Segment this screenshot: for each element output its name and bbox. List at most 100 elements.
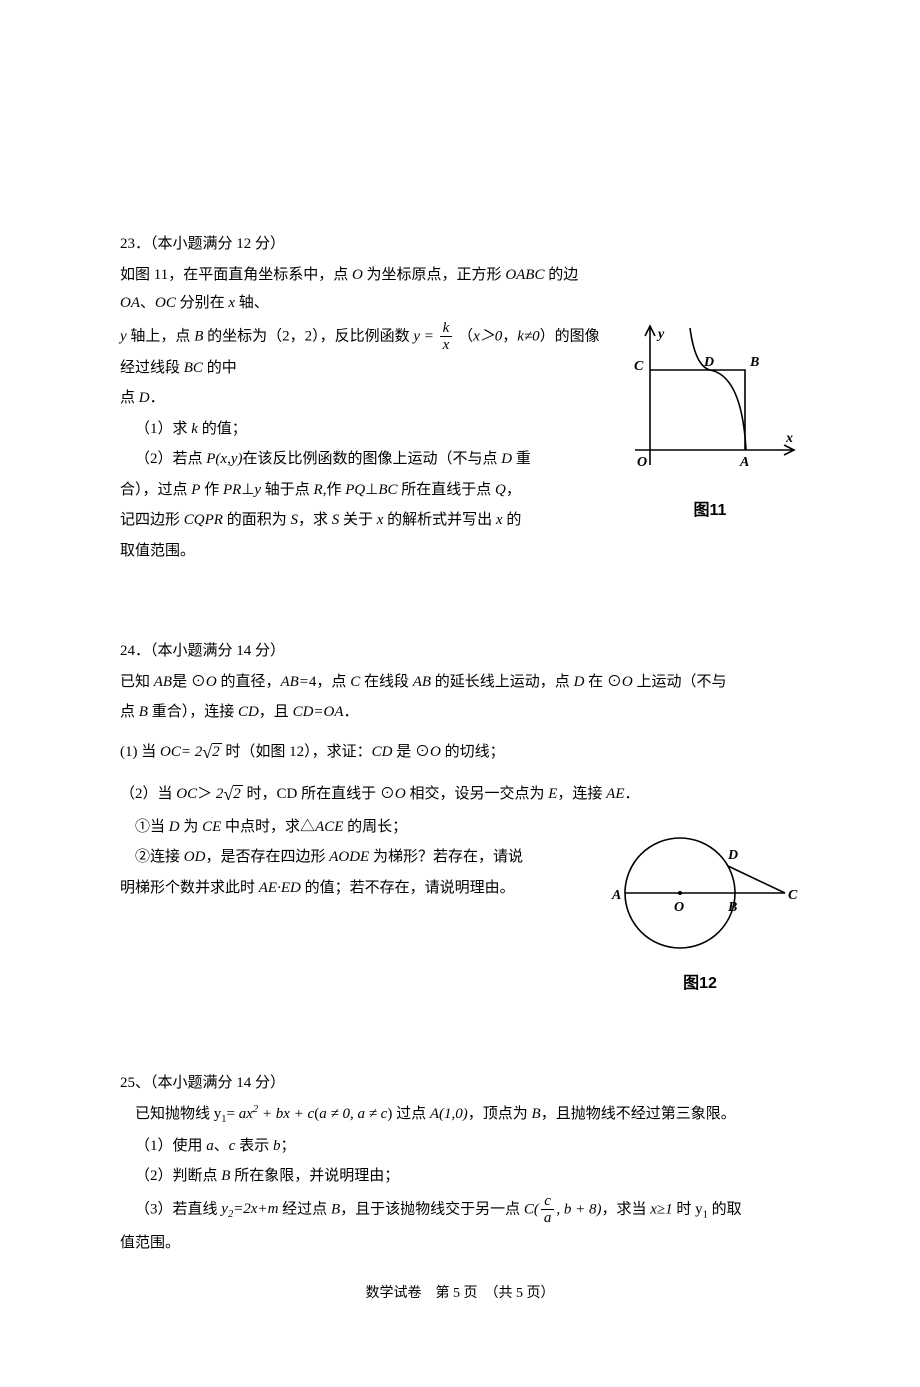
p23-q2b: 合），过点 P 作 PR⊥y 轴于点 R,作 PQ⊥BC 所在直线于点 Q， [120,476,560,505]
t: b + 8 [564,1201,597,1217]
t: CE [202,819,221,835]
t: （ [458,328,473,344]
t: C( [524,1201,539,1217]
t: ACE [315,819,343,835]
2sqrt2b: 2√2 [216,786,243,802]
t: 作 [200,482,223,498]
t: ，求当 [602,1201,651,1217]
p23-q2c: 记四边形 CQPR 的面积为 S，求 S 关于 x 的解析式并写出 x 的 [120,506,560,535]
frac-kx: kx [440,320,453,354]
svg-text:B: B [749,355,759,370]
t: 的直径， [217,674,281,690]
t: ①当 [135,819,169,835]
svg-text:B: B [727,900,737,915]
t: 中点时，求△ [221,819,315,835]
svg-text:C: C [634,359,644,374]
t: y [221,1201,228,1217]
t: ，且抛物线不经过第三象限。 [541,1106,736,1122]
t: 的切线； [441,744,505,760]
p23-head: 23．（本小题满分 12 分） [120,230,800,259]
t: O [206,674,217,690]
p24-s2a: ②连接 OD，是否存在四边形 AODE 为梯形？若存在，请说 [120,843,560,872]
svg-text:C: C [788,888,798,903]
t: AB= [280,674,308,690]
2sqrt2: 2√2 [195,744,222,760]
t: O [430,744,441,760]
t: 轴、 [235,295,269,311]
t: ， [506,482,521,498]
t: 的延长线上运动，点 [431,674,574,690]
t: O [622,674,633,690]
figure-11: y x C D B O A 图11 [620,320,800,526]
t: ，连接 [557,786,606,802]
t: O [395,786,406,802]
t: 取值范围。 [120,543,195,559]
p23-l1: 如图 11，在平面直角坐标系中，点 O 为坐标原点，正方形 OABC 的边 OA… [120,261,800,318]
t: a [206,1138,214,1154]
t: OA [120,295,140,311]
t: 作 [326,482,345,498]
svg-text:A: A [611,888,621,903]
poly: ax2 + bx + c [239,1106,314,1122]
t: （2）判断点 [135,1168,221,1184]
t: ， [502,328,517,344]
t: 轴于点 [261,482,314,498]
p25-q1: （1）使用 a、c 表示 b； [120,1132,800,1161]
p23-score: （本小题满分 12 分） [150,236,285,252]
t: OABC [505,267,544,283]
t: ⊥ [365,482,378,498]
t: 的坐标为（2，2），反比例函数 [203,328,413,344]
t: 明梯形个数并求此时 [120,880,259,896]
t: 如图 11，在平面直角坐标系中，点 [120,267,352,283]
p24-l1: 已知 AB是 ⊙O 的直径，AB=4，点 C 在线段 AB 的延长线上运动，点 … [120,668,800,697]
p25-score: （本小题满分 14 分） [150,1075,285,1091]
t: E [548,786,557,802]
t: 的取 [708,1201,742,1217]
svg-text:y: y [656,327,665,342]
t: B [331,1201,340,1217]
t: 2 [233,785,243,802]
t: BC [184,360,203,376]
t: ，顶点为 [468,1106,532,1122]
p25-q3b: 值范围。 [120,1229,800,1258]
t: AE·ED [259,880,301,896]
svg-text:D: D [703,355,714,370]
t: 在线段 [360,674,413,690]
figure-11-svg: y x C D B O A [620,320,800,490]
svg-text:O: O [637,455,647,470]
t: 过点 [396,1106,430,1122]
t: D [169,819,180,835]
t: x＞0 [473,328,502,344]
t: 、 [140,295,155,311]
t: ②连接 [135,849,184,865]
t: 重合），连接 [148,704,238,720]
t: OC [155,295,176,311]
t: PR [223,482,241,498]
t: 所在直线于点 [397,482,495,498]
t: , [556,1201,564,1217]
p25-q2: （2）判断点 B 所在象限，并说明理由； [120,1162,800,1191]
problem-25: 25、（本小题满分 14 分） 已知抛物线 y1= ax2 + bx + c(a… [120,1069,800,1257]
t: O [352,267,363,283]
t: 的周长； [343,819,407,835]
t: 重 [512,451,531,467]
figure-12-svg: A O B C D [600,813,800,963]
t: B [194,328,203,344]
t: 已知 [120,674,154,690]
t: AE [606,786,624,802]
t: + bx + c [258,1106,314,1122]
p23-q1: （1）求 k 的值； [120,415,560,444]
t: 已知抛物线 y [135,1106,221,1122]
t: 2 [216,786,224,802]
t: 在该反比例函数的图像上运动（不与点 [242,451,501,467]
t: 的中 [203,360,237,376]
footer-text: 数学试卷 第 5 页 （共 5 页） [366,1286,555,1301]
t: 的值； [198,421,247,437]
t: 轴上，点 [127,328,195,344]
t: Q [495,482,506,498]
t: = [181,744,191,760]
t: ． [344,704,359,720]
t: R [314,482,323,498]
t: B [139,704,148,720]
p25-num: 25、 [120,1075,150,1091]
